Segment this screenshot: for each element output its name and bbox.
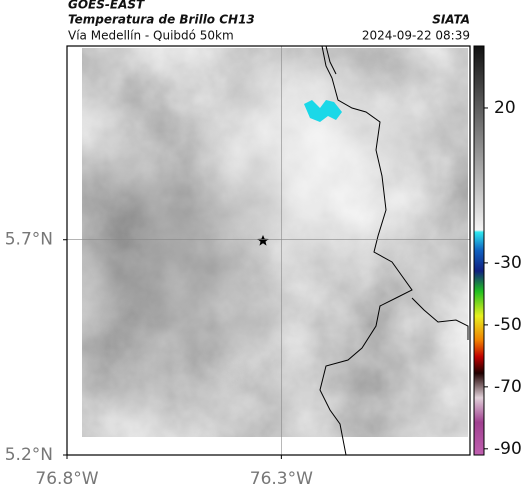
location-marker bbox=[257, 235, 269, 246]
x-tick-label: 76.8°W bbox=[35, 469, 98, 489]
colorbar-tick-label: -70 bbox=[494, 377, 522, 397]
source: GOES-EAST bbox=[68, 0, 145, 12]
brand: SIATA bbox=[432, 13, 470, 27]
colorbar-tick-label: -50 bbox=[494, 315, 522, 335]
cold-cloud bbox=[304, 100, 342, 122]
colorbar-tick-label: -30 bbox=[494, 253, 522, 273]
map-frame bbox=[66, 45, 471, 456]
x-tick-label: 76.3°W bbox=[250, 469, 313, 489]
colorbar bbox=[473, 45, 485, 456]
border bbox=[411, 297, 469, 340]
colorbar-tick-label: 20 bbox=[494, 98, 516, 118]
timestamp: 2024-09-22 08:39 bbox=[362, 29, 470, 43]
title: Temperatura de Brillo CH13 bbox=[68, 13, 255, 27]
border bbox=[319, 46, 413, 455]
satellite-image bbox=[82, 46, 469, 455]
route: Vía Medellín - Quibdó 50km bbox=[68, 29, 234, 43]
y-tick-label: 5.7°N bbox=[5, 230, 53, 250]
border bbox=[325, 46, 337, 75]
highlight bbox=[82, 48, 468, 437]
y-tick-label: 5.2°N bbox=[5, 445, 53, 465]
colorbar-tick-label: -90 bbox=[494, 439, 522, 459]
